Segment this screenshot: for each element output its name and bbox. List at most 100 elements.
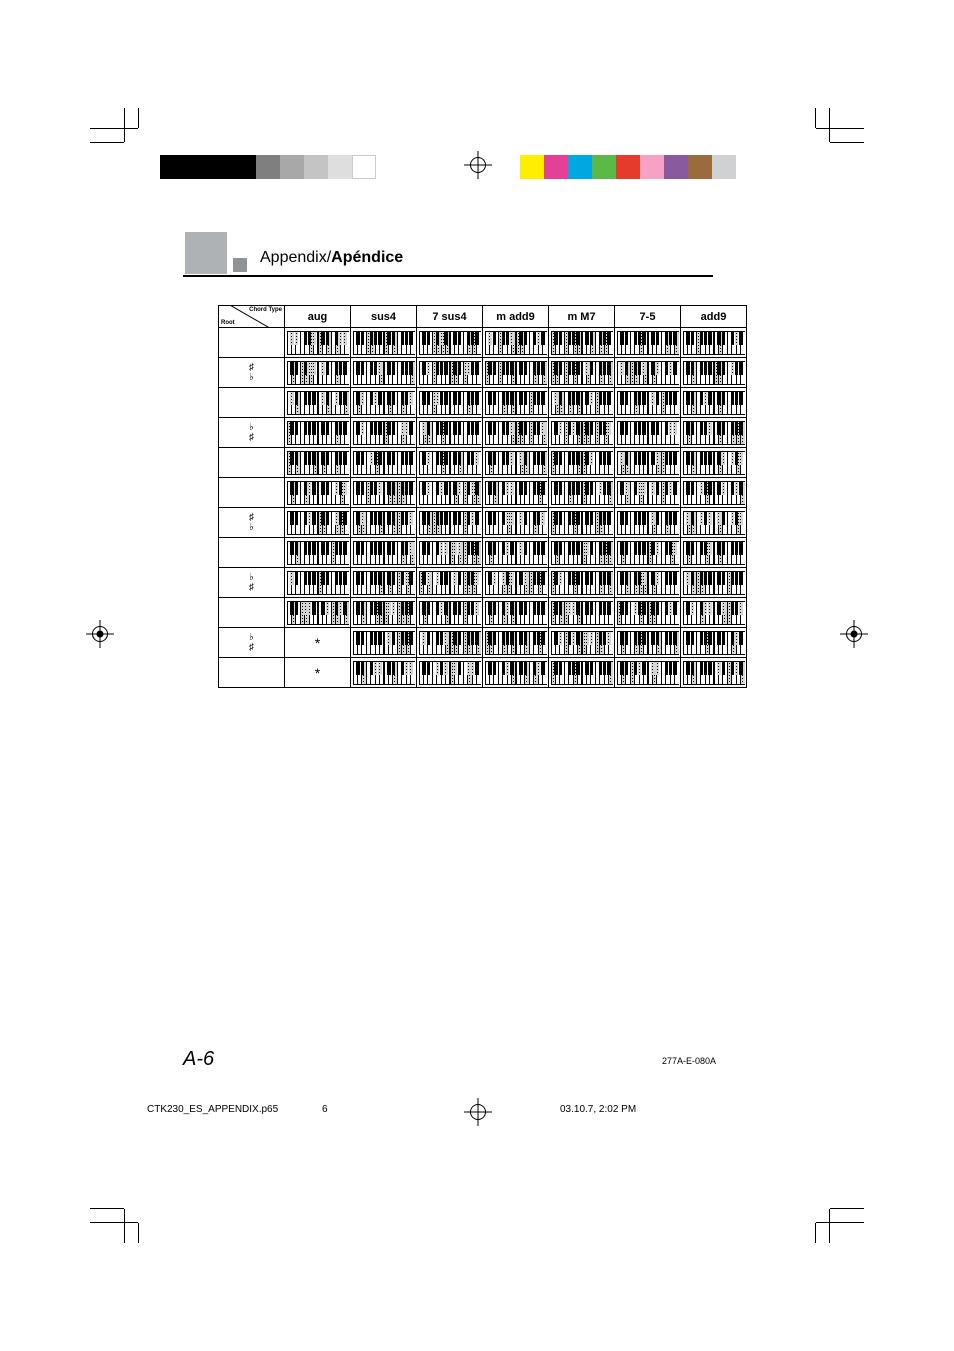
chord-keyboard-diagram bbox=[287, 421, 349, 445]
chord-keyboard-diagram bbox=[683, 451, 745, 475]
chord-keyboard-diagram bbox=[287, 571, 349, 595]
crop-mark-top-right bbox=[804, 108, 864, 168]
table-row bbox=[219, 478, 747, 508]
chord-cell bbox=[681, 328, 747, 358]
chord-keyboard-diagram bbox=[287, 511, 349, 535]
registration-crosshair-left bbox=[86, 620, 114, 648]
chord-cell bbox=[681, 598, 747, 628]
chord-cell bbox=[483, 388, 549, 418]
chord-cell bbox=[615, 418, 681, 448]
document-code: 277A-E-080A bbox=[662, 1056, 716, 1066]
chord-keyboard-diagram bbox=[485, 511, 547, 535]
chord-cell: * bbox=[285, 628, 351, 658]
chord-cell bbox=[285, 358, 351, 388]
chord-keyboard-diagram bbox=[551, 421, 613, 445]
chord-cell bbox=[681, 388, 747, 418]
chord-keyboard-diagram bbox=[683, 511, 745, 535]
chord-cell bbox=[549, 358, 615, 388]
registration-crosshair-top bbox=[464, 151, 492, 179]
chord-cell bbox=[681, 358, 747, 388]
footer-filename: CTK230_ES_APPENDIX.p65 bbox=[147, 1104, 278, 1115]
root-label: ♯♭ bbox=[219, 358, 285, 388]
chord-cell bbox=[549, 658, 615, 688]
chord-cell bbox=[549, 448, 615, 478]
chord-keyboard-diagram bbox=[617, 601, 679, 625]
chord-cell bbox=[417, 538, 483, 568]
root-label bbox=[219, 448, 285, 478]
chord-cell bbox=[285, 598, 351, 628]
column-header: add9 bbox=[681, 306, 747, 328]
chord-cell bbox=[681, 568, 747, 598]
chord-cell bbox=[285, 388, 351, 418]
chord-cell bbox=[417, 508, 483, 538]
chord-cell bbox=[483, 358, 549, 388]
chord-keyboard-diagram bbox=[353, 511, 415, 535]
root-label bbox=[219, 658, 285, 688]
chord-keyboard-diagram bbox=[617, 331, 679, 355]
chord-cell bbox=[549, 388, 615, 418]
chord-cell bbox=[681, 508, 747, 538]
chord-keyboard-diagram bbox=[419, 331, 481, 355]
chord-keyboard-diagram bbox=[683, 331, 745, 355]
chord-keyboard-diagram bbox=[287, 481, 349, 505]
chord-cell bbox=[285, 448, 351, 478]
chord-cell bbox=[285, 328, 351, 358]
chord-keyboard-diagram bbox=[485, 331, 547, 355]
chord-keyboard-diagram bbox=[419, 571, 481, 595]
chord-keyboard-diagram bbox=[683, 391, 745, 415]
chord-keyboard-diagram bbox=[353, 421, 415, 445]
chord-cell bbox=[549, 418, 615, 448]
chord-keyboard-diagram bbox=[485, 631, 547, 655]
table-row bbox=[219, 388, 747, 418]
chord-cell bbox=[351, 448, 417, 478]
chord-keyboard-diagram bbox=[353, 541, 415, 565]
page-number: A-6 bbox=[183, 1048, 214, 1071]
chord-cell bbox=[483, 328, 549, 358]
chord-cell bbox=[417, 598, 483, 628]
chord-keyboard-diagram bbox=[551, 601, 613, 625]
chord-cell bbox=[417, 358, 483, 388]
chord-keyboard-diagram bbox=[485, 361, 547, 385]
column-header: 7-5 bbox=[615, 306, 681, 328]
chord-keyboard-diagram bbox=[485, 451, 547, 475]
column-header: m M7 bbox=[549, 306, 615, 328]
crop-mark-top-left bbox=[90, 108, 150, 168]
chord-keyboard-diagram bbox=[617, 511, 679, 535]
chord-keyboard-diagram bbox=[683, 361, 745, 385]
chord-keyboard-diagram bbox=[353, 331, 415, 355]
table-row: ♯♭ bbox=[219, 358, 747, 388]
chord-cell bbox=[351, 388, 417, 418]
chord-keyboard-diagram bbox=[683, 541, 745, 565]
chord-cell bbox=[417, 418, 483, 448]
chord-keyboard-diagram bbox=[353, 451, 415, 475]
chord-cell bbox=[549, 568, 615, 598]
chord-cell bbox=[417, 328, 483, 358]
table-row: ♯♭ bbox=[219, 508, 747, 538]
chord-cell bbox=[483, 628, 549, 658]
chord-cell bbox=[351, 418, 417, 448]
table-row: * bbox=[219, 658, 747, 688]
chord-cell bbox=[351, 568, 417, 598]
section-tab bbox=[185, 232, 245, 272]
chord-keyboard-diagram bbox=[617, 451, 679, 475]
crop-mark-bottom-right bbox=[804, 1183, 864, 1243]
chord-cell bbox=[549, 628, 615, 658]
chord-cell bbox=[549, 598, 615, 628]
chord-cell bbox=[615, 568, 681, 598]
chord-cell bbox=[615, 328, 681, 358]
chord-keyboard-diagram bbox=[353, 661, 415, 685]
root-label bbox=[219, 598, 285, 628]
chord-cell bbox=[285, 418, 351, 448]
chord-cell bbox=[615, 598, 681, 628]
chord-cell bbox=[615, 538, 681, 568]
chord-keyboard-diagram bbox=[419, 361, 481, 385]
table-corner-cell: Chord Type Root bbox=[219, 306, 285, 328]
chord-cell bbox=[681, 418, 747, 448]
chord-keyboard-diagram bbox=[617, 631, 679, 655]
column-header: sus4 bbox=[351, 306, 417, 328]
chord-keyboard-diagram bbox=[617, 571, 679, 595]
chord-keyboard-diagram bbox=[419, 661, 481, 685]
crop-mark-bottom-left bbox=[90, 1183, 150, 1243]
chord-keyboard-diagram bbox=[617, 541, 679, 565]
table-row bbox=[219, 538, 747, 568]
